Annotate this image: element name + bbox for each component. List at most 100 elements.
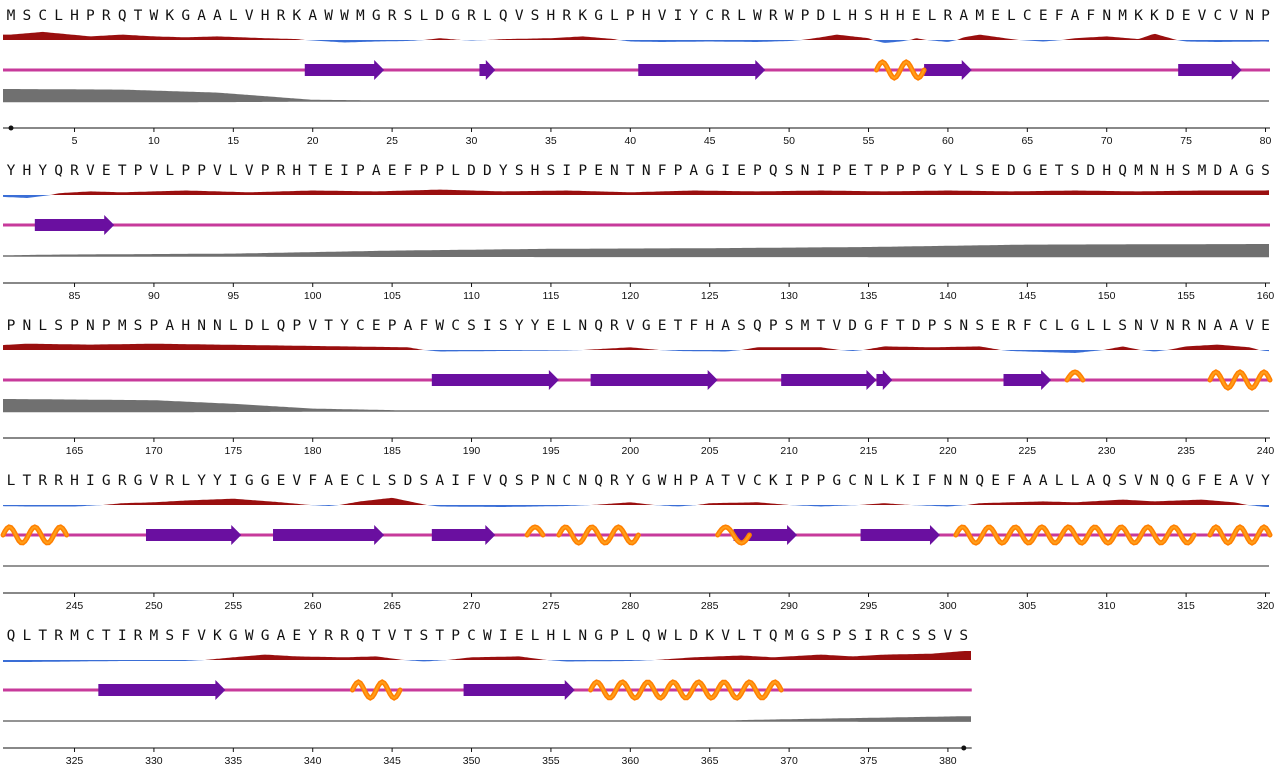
axis-tick-label: 105 [383, 290, 401, 302]
axis-tick-label: 20 [307, 135, 319, 147]
residue-letter: Q [769, 163, 778, 179]
residue-letter: V [150, 473, 159, 489]
residue-letter: T [721, 473, 730, 489]
residue-letter: V [1229, 8, 1238, 24]
residue-letter: E [991, 8, 1000, 24]
residue-letter: F [1007, 473, 1016, 489]
axis-tick-label: 185 [383, 445, 401, 457]
residue-letter: C [467, 628, 476, 644]
residue-letter: T [753, 628, 762, 644]
residue-letter: F [880, 318, 889, 334]
residue-letter: S [420, 628, 429, 644]
residue-letter: L [832, 8, 841, 24]
axis-tick-label: 100 [304, 290, 322, 302]
residue-letter: H [261, 8, 270, 24]
residue-letter: H [848, 8, 857, 24]
residue-letter: G [1245, 163, 1254, 179]
residue-letter: R [277, 163, 286, 179]
residue-letter: Q [594, 318, 603, 334]
residue-letter: T [626, 163, 635, 179]
residue-letter: A [213, 8, 222, 24]
residue-letter: E [912, 8, 921, 24]
residue-letter: R [38, 473, 47, 489]
axis-tick-label: 140 [939, 290, 957, 302]
residue-letter: L [7, 473, 16, 489]
residue-letter: S [1182, 163, 1191, 179]
residue-letter: Y [197, 473, 206, 489]
residue-letter: R [1007, 318, 1016, 334]
residue-letter: G [642, 318, 651, 334]
alpha-helix-highlight [351, 680, 402, 700]
residue-letter: T [324, 318, 333, 334]
residue-letter: A [689, 163, 698, 179]
axis-tick-label: 220 [939, 445, 957, 457]
residue-letter: K [292, 8, 301, 24]
residue-letter: C [356, 318, 365, 334]
residue-letter: R [54, 628, 63, 644]
residue-letter: P [70, 318, 79, 334]
axis-tick-label: 90 [148, 290, 160, 302]
axis-tick-label: 290 [780, 600, 798, 612]
residue-letter: K [578, 8, 587, 24]
residue-letter: N [578, 628, 587, 644]
residue-letter: M [1134, 163, 1143, 179]
residue-letter: S [975, 318, 984, 334]
residue-letter: W [785, 8, 794, 24]
residue-letter: C [896, 628, 905, 644]
beta-strand-arrow [1178, 60, 1242, 80]
axis-tick-label: 210 [780, 445, 798, 457]
residue-letter: C [1214, 8, 1223, 24]
residue-letter: S [1071, 163, 1080, 179]
residue-letter: L [928, 8, 937, 24]
axis-tick-label: 365 [701, 755, 719, 767]
beta-strand-arrow [273, 525, 385, 545]
residue-letter: C [451, 318, 460, 334]
hydrophilic-area [3, 505, 1269, 507]
beta-strand-arrow [1003, 370, 1052, 390]
residue-letter: L [229, 163, 238, 179]
residue-letter: S [928, 628, 937, 644]
residue-letter: R [880, 628, 889, 644]
axis-tick-label: 350 [463, 755, 481, 767]
axis-tick-label: 35 [545, 135, 557, 147]
residue-letter: R [70, 163, 79, 179]
residue-letter: R [610, 473, 619, 489]
residue-letter: N [86, 318, 95, 334]
residue-letter: I [864, 628, 873, 644]
beta-strand-arrow [590, 370, 718, 390]
residue-letter: A [1214, 318, 1223, 334]
beta-strand-arrow [733, 525, 798, 545]
beta-strand-arrow [860, 525, 940, 545]
axis-tick-label: 345 [383, 755, 401, 767]
residue-letter: V [1245, 318, 1254, 334]
residue-letter: L [880, 473, 889, 489]
residue-letter: P [7, 318, 16, 334]
residue-letter: V [944, 628, 953, 644]
residue-letter: E [388, 163, 397, 179]
residue-letter: D [1214, 163, 1223, 179]
residue-letter: N [959, 318, 968, 334]
axis-tick-label: 170 [145, 445, 163, 457]
residue-letter: D [404, 473, 413, 489]
residue-letter: S [388, 473, 397, 489]
residue-letter: N [801, 163, 810, 179]
residue-letter: S [165, 628, 174, 644]
hydrophobic-area [3, 497, 1269, 505]
axis-tick-label: 260 [304, 600, 322, 612]
residue-letter: D [483, 163, 492, 179]
residue-letter: G [102, 473, 111, 489]
axis-tick-label: 125 [701, 290, 719, 302]
residue-letter: P [261, 163, 270, 179]
residue-letter: Y [689, 8, 698, 24]
residue-letter: Q [753, 318, 762, 334]
residue-letter: H [23, 163, 32, 179]
residue-letter: R [388, 8, 397, 24]
residue-letter: R [1182, 318, 1191, 334]
residue-letter: T [1055, 163, 1064, 179]
residue-letter: E [1182, 8, 1191, 24]
sequence-end-marker [961, 745, 967, 751]
residue-letter: E [658, 318, 667, 334]
residue-letter: W [658, 473, 667, 489]
residue-letter: P [626, 8, 635, 24]
